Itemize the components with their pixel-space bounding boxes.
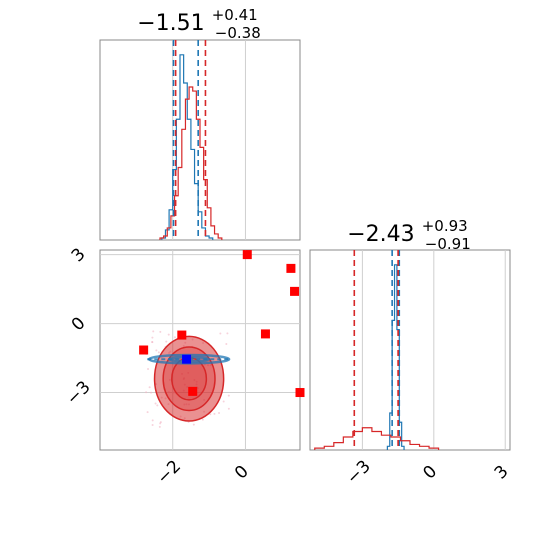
p3-sample-point — [146, 411, 149, 414]
p3-sample-point — [151, 423, 154, 426]
panel-marginal-1-title-main: −1.51 — [137, 11, 204, 36]
panel-joint-frame — [99, 249, 301, 451]
p1-hist-series-1 — [159, 86, 223, 240]
p3-sample-point — [218, 411, 221, 414]
p3-red-marker-7 — [295, 388, 305, 398]
p3-sample-point — [222, 400, 225, 403]
p3-red-marker-5 — [177, 330, 187, 340]
p3-sample-point — [192, 423, 195, 426]
p3-sample-point — [147, 368, 150, 371]
p3-sample-point — [156, 404, 159, 407]
p3-sample-point — [227, 394, 230, 397]
panel-marginal-2-title-sub: −0.91 — [425, 235, 471, 253]
p3-sample-point — [154, 402, 157, 405]
p3-sample-point — [173, 336, 176, 339]
p3-sample-point — [151, 340, 154, 343]
panel-marginal-2-title-sup: +0.93 — [422, 217, 468, 235]
panel-marginal-1: −1.51 +0.41 −0.38 — [99, 5, 301, 241]
p3-sample-point — [152, 330, 155, 333]
panel-marginal-1-title-sup: +0.41 — [212, 6, 258, 24]
panel-marginal-2: −2.43 +0.93 −0.91 — [309, 216, 511, 451]
panel-joint — [99, 249, 305, 451]
p2-hist-series-0 — [386, 264, 405, 450]
p3-ytick-label-0: 3 — [68, 244, 90, 266]
panel-marginal-1-title-sub: −0.38 — [215, 24, 261, 42]
p3-red-marker-2 — [290, 286, 300, 296]
p3-sample-point — [227, 407, 230, 410]
p3-red-marker-3 — [260, 329, 270, 339]
p3-sample-point — [151, 336, 154, 339]
panel-marginal-2-title: −2.43 +0.93 −0.91 — [347, 216, 473, 253]
p2-hist-series-1 — [314, 427, 440, 450]
panel-joint-marks — [100, 250, 305, 450]
p3-sample-point — [157, 351, 160, 354]
p3-sample-point — [219, 332, 222, 335]
tick-labels: −2 0 −3 0 3 3 0 −3 — [63, 244, 513, 488]
p3-red-marker-0 — [242, 250, 252, 260]
p3-ytick-label-1: 0 — [68, 313, 90, 335]
panel-marginal-2-frame — [309, 249, 511, 451]
p3-sample-point — [225, 342, 228, 345]
p2-xtick-label-0: −3 — [343, 457, 375, 489]
p3-sample-point — [226, 332, 229, 335]
panel-marginal-1-marks — [159, 40, 246, 240]
p3-sample-point — [159, 330, 162, 333]
p3-sample-point — [201, 418, 204, 421]
p3-xtick-label-1: 0 — [231, 462, 253, 484]
p3-red-marker-6 — [188, 386, 198, 396]
panel-marginal-1-frame — [99, 39, 301, 241]
p3-xtick-label-0: −2 — [153, 457, 185, 489]
p3-sample-point — [148, 386, 151, 389]
p2-xtick-label-2: 3 — [491, 462, 513, 484]
p3-sample-point — [159, 422, 162, 425]
panel-marginal-1-title: −1.51 +0.41 −0.38 — [137, 5, 263, 42]
p3-sample-point — [167, 333, 170, 336]
p3-ytick-label-2: −3 — [63, 377, 95, 409]
p3-sample-point — [155, 349, 158, 352]
p3-red-marker-1 — [286, 263, 296, 273]
p3-sample-point — [151, 419, 154, 422]
p3-sample-point — [150, 391, 153, 394]
p3-blue-marker-0 — [182, 354, 192, 364]
p1-hist-series-0 — [161, 54, 214, 240]
p3-sample-point — [158, 425, 161, 428]
panel-marginal-2-marks — [314, 250, 506, 450]
panel-marginal-2-title-main: −2.43 — [347, 222, 414, 247]
p3-sample-point — [145, 391, 148, 394]
p2-xtick-label-1: 0 — [419, 462, 441, 484]
p3-sample-point — [165, 340, 168, 343]
p3-sample-point — [213, 412, 216, 415]
p3-red-marker-4 — [139, 345, 149, 355]
p3-sample-point — [209, 413, 212, 416]
